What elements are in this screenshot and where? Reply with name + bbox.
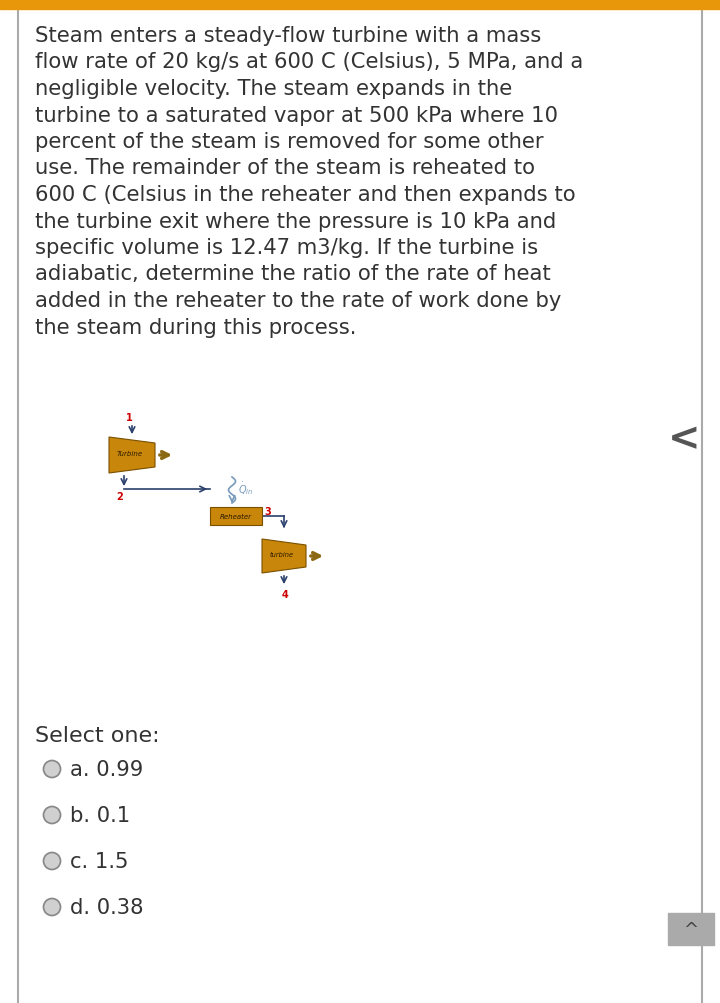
Polygon shape	[109, 437, 155, 473]
Text: 2: 2	[116, 491, 122, 502]
Text: turbine: turbine	[270, 552, 294, 558]
Text: flow rate of 20 kg/s at 600 C (Celsius), 5 MPa, and a: flow rate of 20 kg/s at 600 C (Celsius),…	[35, 52, 583, 72]
Text: Steam enters a steady-flow turbine with a mass: Steam enters a steady-flow turbine with …	[35, 26, 541, 46]
Text: ^: ^	[683, 920, 698, 938]
Text: 1: 1	[126, 412, 132, 422]
Circle shape	[43, 806, 60, 823]
Polygon shape	[262, 540, 306, 574]
Bar	[668, 913, 714, 945]
Text: a. 0.99: a. 0.99	[70, 759, 143, 779]
Text: 600 C (Celsius in the reheater and then expands to: 600 C (Celsius in the reheater and then …	[35, 185, 575, 205]
Text: Turbine: Turbine	[117, 450, 143, 456]
Text: b. 0.1: b. 0.1	[70, 805, 130, 825]
Circle shape	[43, 899, 60, 916]
Circle shape	[43, 853, 60, 870]
Bar	[210, 508, 262, 526]
Text: 3: 3	[264, 507, 271, 517]
Text: Select one:: Select one:	[35, 725, 160, 745]
Text: $\dot{Q}_{in}$: $\dot{Q}_{in}$	[238, 480, 253, 496]
Text: turbine to a saturated vapor at 500 kPa where 10: turbine to a saturated vapor at 500 kPa …	[35, 105, 558, 125]
Text: the turbine exit where the pressure is 10 kPa and: the turbine exit where the pressure is 1…	[35, 212, 557, 232]
Text: <: <	[667, 419, 700, 457]
Text: use. The remainder of the steam is reheated to: use. The remainder of the steam is rehea…	[35, 158, 535, 179]
Text: d. 0.38: d. 0.38	[70, 897, 143, 917]
Text: adiabatic, determine the ratio of the rate of heat: adiabatic, determine the ratio of the ra…	[35, 264, 551, 284]
Text: 4: 4	[282, 590, 289, 600]
Text: Reheater: Reheater	[220, 514, 252, 520]
Text: c. 1.5: c. 1.5	[70, 852, 128, 872]
Bar	[0, 0, 720, 10]
Text: the steam during this process.: the steam during this process.	[35, 317, 356, 337]
Text: negligible velocity. The steam expands in the: negligible velocity. The steam expands i…	[35, 79, 512, 99]
Text: percent of the steam is removed for some other: percent of the steam is removed for some…	[35, 131, 544, 151]
Circle shape	[43, 760, 60, 777]
Text: added in the reheater to the rate of work done by: added in the reheater to the rate of wor…	[35, 291, 562, 311]
Text: specific volume is 12.47 m3/kg. If the turbine is: specific volume is 12.47 m3/kg. If the t…	[35, 238, 538, 258]
